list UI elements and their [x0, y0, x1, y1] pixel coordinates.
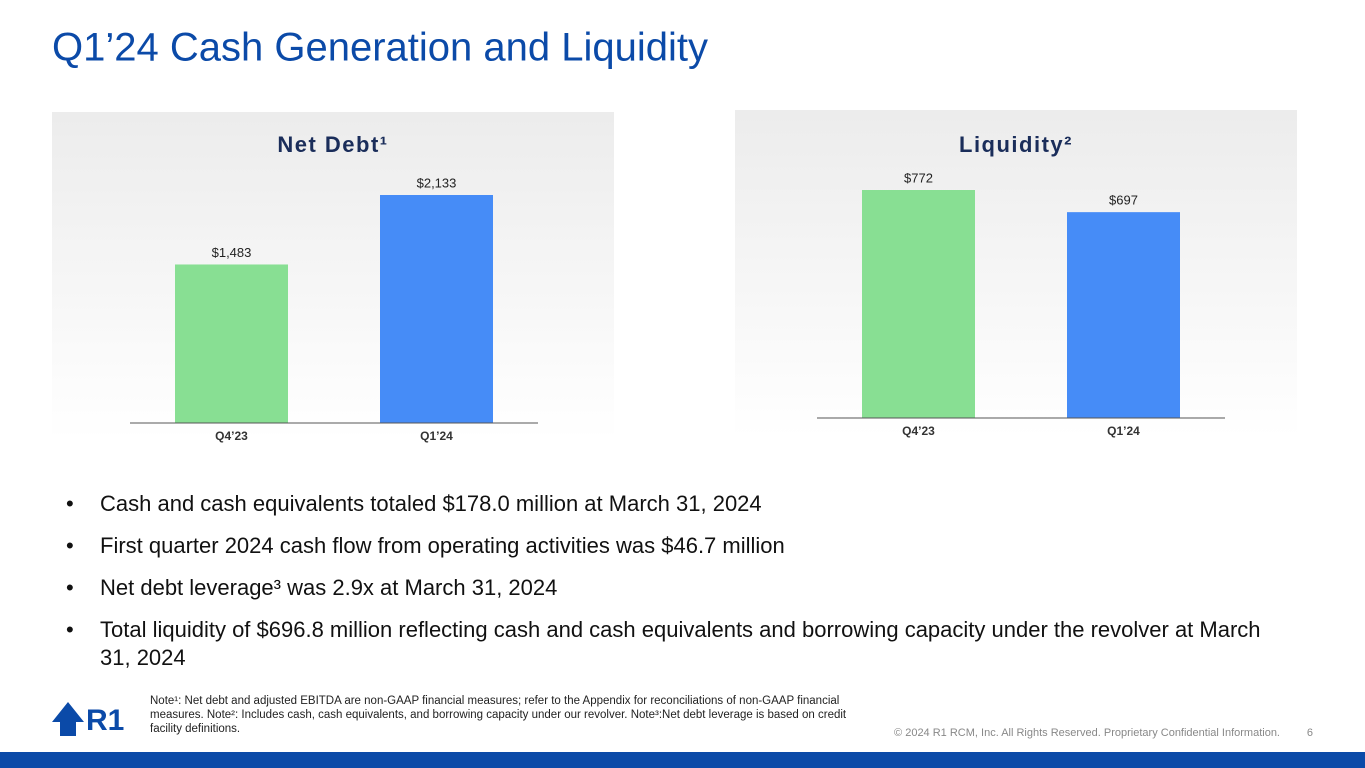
bullet-dot: • [66, 617, 74, 642]
page-number: 6 [1307, 727, 1313, 739]
chart-panel [735, 110, 1297, 438]
bullet-dot: • [66, 491, 74, 516]
chart-title: Net Debt¹ [277, 132, 388, 157]
x-tick-label: Q1’24 [420, 429, 453, 443]
bullet-text: First quarter 2024 cash flow from operat… [100, 533, 785, 558]
x-tick-label: Q4’23 [902, 424, 935, 438]
footer-band [0, 752, 1365, 768]
bar [380, 195, 493, 423]
value-label: $697 [1109, 193, 1138, 208]
chart-panel [52, 112, 614, 440]
value-label: $772 [904, 170, 933, 185]
footnote: Note¹: Net debt and adjusted EBITDA are … [150, 695, 847, 735]
bullet-dot: • [66, 575, 74, 600]
bullet-text: Net debt leverage³ was 2.9x at March 31,… [100, 575, 558, 600]
bar [175, 264, 288, 423]
x-tick-label: Q1’24 [1107, 424, 1140, 438]
value-label: $1,483 [212, 245, 252, 260]
copyright: © 2024 R1 RCM, Inc. All Rights Reserved.… [894, 727, 1280, 739]
bullet-text: Cash and cash equivalents totaled $178.0… [100, 491, 762, 516]
slide-title: Q1’24 Cash Generation and Liquidity [52, 26, 708, 70]
chart-title: Liquidity² [959, 132, 1073, 157]
value-label: $2,133 [417, 175, 457, 190]
bar [1067, 212, 1180, 418]
bullet-dot: • [66, 533, 74, 558]
bar [862, 190, 975, 418]
logo: R1 [52, 702, 124, 737]
logo-text: R1 [86, 704, 124, 737]
bullet-text: Total liquidity of $696.8 million reflec… [100, 617, 1261, 670]
x-tick-label: Q4’23 [215, 429, 248, 443]
